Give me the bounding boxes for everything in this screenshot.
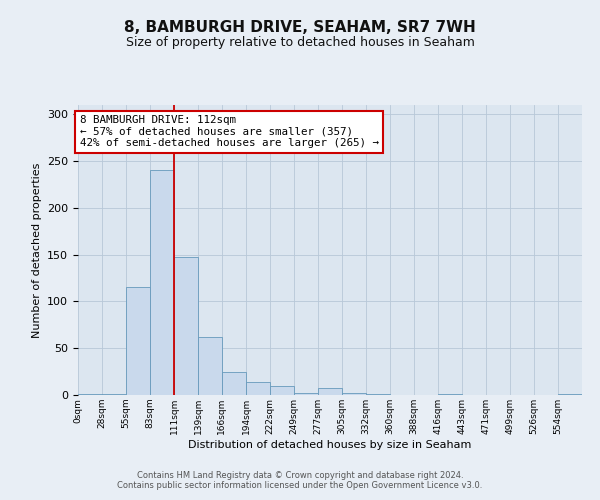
Text: 8 BAMBURGH DRIVE: 112sqm
← 57% of detached houses are smaller (357)
42% of semi-: 8 BAMBURGH DRIVE: 112sqm ← 57% of detach… xyxy=(80,116,379,148)
Bar xyxy=(102,394,125,395)
Bar xyxy=(222,372,246,395)
Bar xyxy=(246,382,270,395)
Bar xyxy=(78,394,102,395)
Bar xyxy=(174,256,199,395)
Bar xyxy=(293,393,318,395)
Bar xyxy=(199,337,222,395)
Text: 8, BAMBURGH DRIVE, SEAHAM, SR7 7WH: 8, BAMBURGH DRIVE, SEAHAM, SR7 7WH xyxy=(124,20,476,35)
Bar xyxy=(558,394,582,395)
Bar xyxy=(318,388,342,395)
Bar xyxy=(438,394,461,395)
Bar xyxy=(365,394,390,395)
Y-axis label: Number of detached properties: Number of detached properties xyxy=(32,162,41,338)
Text: Contains public sector information licensed under the Open Government Licence v3: Contains public sector information licen… xyxy=(118,482,482,490)
X-axis label: Distribution of detached houses by size in Seaham: Distribution of detached houses by size … xyxy=(188,440,472,450)
Bar xyxy=(270,386,293,395)
Text: Contains HM Land Registry data © Crown copyright and database right 2024.: Contains HM Land Registry data © Crown c… xyxy=(137,472,463,480)
Bar xyxy=(150,170,174,395)
Bar xyxy=(342,393,365,395)
Bar xyxy=(125,288,150,395)
Text: Size of property relative to detached houses in Seaham: Size of property relative to detached ho… xyxy=(125,36,475,49)
